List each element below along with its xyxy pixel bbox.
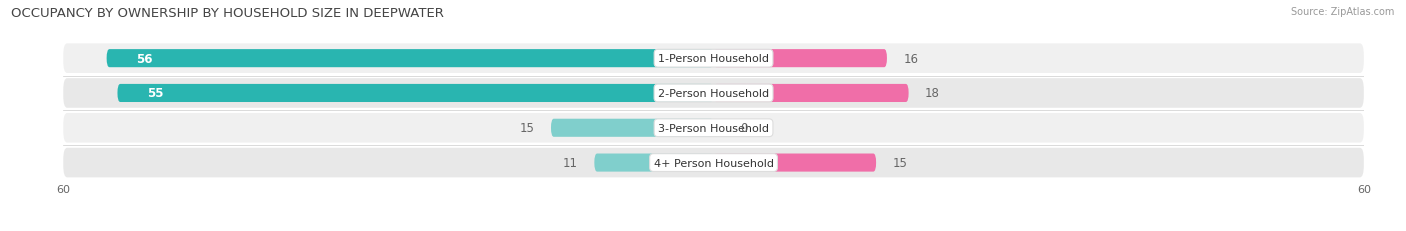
FancyBboxPatch shape (112, 51, 177, 67)
Text: 2-Person Household: 2-Person Household (658, 88, 769, 99)
Text: 1-Person Household: 1-Person Household (658, 54, 769, 64)
Text: 16: 16 (903, 52, 918, 65)
Text: 4+ Person Household: 4+ Person Household (654, 158, 773, 168)
FancyBboxPatch shape (107, 50, 713, 68)
FancyBboxPatch shape (63, 79, 1364, 108)
Text: OCCUPANCY BY OWNERSHIP BY HOUSEHOLD SIZE IN DEEPWATER: OCCUPANCY BY OWNERSHIP BY HOUSEHOLD SIZE… (11, 7, 444, 20)
Text: 3-Person Household: 3-Person Household (658, 123, 769, 133)
FancyBboxPatch shape (118, 85, 713, 103)
Text: 56: 56 (136, 52, 153, 65)
Text: 0: 0 (741, 122, 748, 135)
FancyBboxPatch shape (63, 148, 1364, 178)
Text: Source: ZipAtlas.com: Source: ZipAtlas.com (1291, 7, 1395, 17)
Text: 15: 15 (520, 122, 534, 135)
FancyBboxPatch shape (63, 113, 1364, 143)
FancyBboxPatch shape (713, 154, 876, 172)
FancyBboxPatch shape (551, 119, 713, 137)
Text: 55: 55 (148, 87, 163, 100)
FancyBboxPatch shape (713, 50, 887, 68)
Text: 11: 11 (562, 156, 578, 169)
Text: 15: 15 (893, 156, 907, 169)
FancyBboxPatch shape (713, 85, 908, 103)
FancyBboxPatch shape (595, 154, 713, 172)
Text: 18: 18 (925, 87, 939, 100)
FancyBboxPatch shape (63, 44, 1364, 74)
FancyBboxPatch shape (122, 86, 188, 102)
